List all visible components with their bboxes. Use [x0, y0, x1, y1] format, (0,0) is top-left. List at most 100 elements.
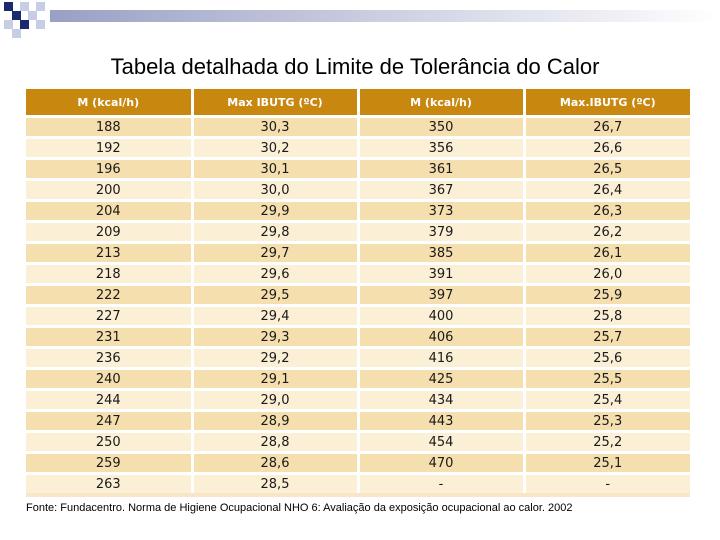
table-cell: 240: [26, 367, 192, 390]
table-cell: 25,4: [522, 388, 690, 411]
table-cell: 25,6: [522, 346, 690, 369]
table-cell: 29,3: [190, 325, 358, 348]
table-cell: 25,3: [522, 409, 690, 432]
table-cell: 204: [26, 199, 192, 222]
table-cell: 350: [356, 116, 524, 138]
table-cell: 26,2: [522, 220, 690, 243]
table-row: 231 29,3 406 25,7: [26, 325, 690, 348]
table-cell: 259: [26, 451, 192, 474]
table-row: 259 28,6 470 25,1: [26, 451, 690, 474]
table-cell: 247: [26, 409, 192, 432]
table-row: 250 28,8 454 25,2: [26, 430, 690, 453]
table-row: 263 28,5- -: [26, 472, 690, 493]
table-row: 227 29,4 400 25,8: [26, 304, 690, 327]
table-cell: 26,4: [522, 178, 690, 201]
table-row: 244 29,0 434 25,4: [26, 388, 690, 411]
table-row: 247 28,9 443 25,3: [26, 409, 690, 432]
column-header: M (kcal/h): [356, 89, 524, 118]
table-cell: 28,8: [190, 430, 358, 453]
table-cell: 263: [26, 472, 192, 493]
table-cell: 367: [356, 178, 524, 201]
table-cell: 397: [356, 283, 524, 306]
table-cell: 28,6: [190, 451, 358, 474]
column-header: M (kcal/h): [26, 89, 192, 118]
table-cell: 25,8: [522, 304, 690, 327]
table-cell: 28,9: [190, 409, 358, 432]
table-cell: 26,3: [522, 199, 690, 222]
table-cell: 244: [26, 388, 192, 411]
table-cell: 29,2: [190, 346, 358, 369]
table-cell: 385: [356, 241, 524, 264]
table-cell: 29,7: [190, 241, 358, 264]
table-row: 196 30,1 361 26,5: [26, 157, 690, 180]
table-cell: 406: [356, 325, 524, 348]
table-row: 213 29,7 385 26,1: [26, 241, 690, 264]
table-cell: 26,0: [522, 262, 690, 285]
table-row: 222 29,5 397 25,9: [26, 283, 690, 306]
table-cell: 188: [26, 116, 192, 138]
table-header-row: M (kcal/h) Max IBUTG (ºC) M (kcal/h) Max.IB…: [26, 89, 690, 118]
column-header: Max.IBUTG (ºC): [522, 89, 690, 118]
table-cell: 25,9: [522, 283, 690, 306]
slide-title: Tabela detalhada do Limite de Tolerância…: [110, 54, 600, 79]
table-cell: 29,1: [190, 367, 358, 390]
table-cell: -: [356, 472, 524, 493]
table-cell: 30,2: [190, 136, 358, 159]
table-cell: 29,9: [190, 199, 358, 222]
table-cell: 250: [26, 430, 192, 453]
table-cell: 30,3: [190, 116, 358, 138]
table-cell: 29,8: [190, 220, 358, 243]
table-cell: -: [522, 472, 690, 493]
table-cell: 30,0: [190, 178, 358, 201]
table-cell: 379: [356, 220, 524, 243]
table-row: 200 30,0 367 26,4: [26, 178, 690, 201]
table-cell: 209: [26, 220, 192, 243]
table-cell: 30,1: [190, 157, 358, 180]
table-cell: 192: [26, 136, 192, 159]
table-cell: 454: [356, 430, 524, 453]
table-cell: 218: [26, 262, 192, 285]
table-cell: 26,6: [522, 136, 690, 159]
header-decoration: [4, 2, 720, 38]
table-cell: 200: [26, 178, 192, 201]
table-cell: 361: [356, 157, 524, 180]
table-row: 188 30,3 350 26,7: [26, 116, 690, 138]
table-row: 192 30,2 356 26,6: [26, 136, 690, 159]
table-body: 188 30,3 350 26,7 192 30,2 356 26,6 196 30,1 361 26…: [26, 116, 690, 493]
table-cell: 231: [26, 325, 192, 348]
tolerance-table: M (kcal/h) Max IBUTG (ºC) M (kcal/h) Max.IB…: [26, 89, 690, 493]
table-cell: 29,5: [190, 283, 358, 306]
table-row: 204 29,9 373 26,3: [26, 199, 690, 222]
table-cell: 25,5: [522, 367, 690, 390]
table-cell: 425: [356, 367, 524, 390]
tolerance-table-container: M (kcal/h) Max IBUTG (ºC) M (kcal/h) Max.IB…: [26, 89, 690, 497]
source-citation: Fonte: Fundacentro. Norma de Higiene Ocu…: [26, 502, 573, 514]
table-cell: 196: [26, 157, 192, 180]
table-cell: 391: [356, 262, 524, 285]
table-cell: 356: [356, 136, 524, 159]
table-cell: 470: [356, 451, 524, 474]
table-cell: 373: [356, 199, 524, 222]
table-cell: 434: [356, 388, 524, 411]
table-cell: 213: [26, 241, 192, 264]
table-cell: 222: [26, 283, 192, 306]
table-cell: 28,5: [190, 472, 358, 493]
table-cell: 29,0: [190, 388, 358, 411]
table-cell: 400: [356, 304, 524, 327]
table-cell: 416: [356, 346, 524, 369]
table-cell: 25,2: [522, 430, 690, 453]
table-cell: 443: [356, 409, 524, 432]
table-cell: 25,7: [522, 325, 690, 348]
table-row: 240 29,1 425 25,5: [26, 367, 690, 390]
table-cell: 29,4: [190, 304, 358, 327]
table-cell: 227: [26, 304, 192, 327]
table-row: 218 29,6 391 26,0: [26, 262, 690, 285]
column-header: Max IBUTG (ºC): [190, 89, 358, 118]
table-cell: 26,5: [522, 157, 690, 180]
table-cell: 26,1: [522, 241, 690, 264]
table-row: 209 29,8 379 26,2: [26, 220, 690, 243]
table-cell: 26,7: [522, 116, 690, 138]
table-cell: 29,6: [190, 262, 358, 285]
table-row: 236 29,2 416 25,6: [26, 346, 690, 369]
table-cell: 236: [26, 346, 192, 369]
